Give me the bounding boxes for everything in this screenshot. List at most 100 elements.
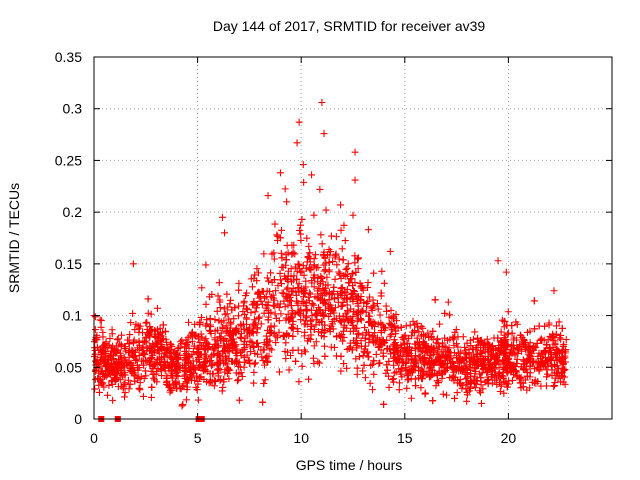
data-point: [377, 327, 385, 335]
x-tick-label: 20: [501, 430, 517, 446]
data-point: [284, 348, 292, 356]
data-point: [234, 312, 242, 320]
data-point: [191, 320, 199, 328]
data-point: [467, 342, 475, 350]
data-point: [169, 372, 177, 380]
data-point: [280, 297, 288, 305]
data-point: [428, 366, 436, 374]
data-point: [299, 161, 307, 169]
y-tick-label: 0.2: [63, 204, 83, 220]
data-point: [99, 379, 107, 387]
data-point: [492, 353, 500, 361]
data-point: [481, 339, 489, 347]
data-point: [553, 350, 561, 358]
data-point: [211, 327, 219, 335]
data-point: [499, 375, 507, 383]
data-point: [203, 339, 211, 347]
data-point: [207, 362, 215, 370]
data-point: [310, 211, 318, 219]
data-point: [220, 375, 228, 383]
data-point: [417, 384, 425, 392]
data-point: [488, 365, 496, 373]
data-point: [448, 358, 456, 366]
data-point: [392, 330, 400, 338]
data-point: [204, 344, 212, 352]
data-point: [92, 357, 100, 365]
data-point: [325, 296, 333, 304]
data-point: [161, 353, 169, 361]
data-point: [250, 360, 258, 368]
data-point: [337, 333, 345, 341]
data-point: [163, 338, 171, 346]
data-point: [369, 386, 377, 394]
data-point: [500, 389, 508, 397]
data-point: [504, 341, 512, 349]
data-point: [150, 374, 158, 382]
data-point: [260, 294, 268, 302]
data-point: [235, 279, 243, 287]
data-point: [202, 300, 210, 308]
data-point: [135, 352, 143, 360]
data-point: [317, 329, 325, 337]
data-point: [500, 378, 508, 386]
data-point: [462, 385, 470, 393]
data-point: [270, 276, 278, 284]
data-point: [494, 334, 502, 342]
data-point: [294, 260, 302, 268]
data-point: [530, 346, 538, 354]
data-point: [307, 335, 315, 343]
data-point: [502, 365, 510, 373]
x-tick-labels: 0 5 10 15 20: [90, 430, 516, 446]
data-point: [237, 369, 245, 377]
data-point: [289, 346, 297, 354]
data-point: [258, 353, 266, 361]
data-point: [124, 336, 132, 344]
data-point: [159, 321, 167, 329]
data-point: [146, 328, 154, 336]
data-point: [227, 320, 235, 328]
data-point: [164, 381, 172, 389]
data-point: [433, 336, 441, 344]
data-point: [462, 346, 470, 354]
data-point: [141, 338, 149, 346]
data-point: [98, 368, 106, 376]
data-point: [219, 323, 227, 331]
data-point: [211, 377, 219, 385]
data-point: [148, 383, 156, 391]
data-point: [452, 340, 460, 348]
data-point: [305, 375, 313, 383]
data-point: [349, 211, 357, 219]
data-point: [210, 350, 218, 358]
data-point: [202, 261, 210, 269]
data-point: [226, 332, 234, 340]
data-point: [240, 345, 248, 353]
data-point: [353, 324, 361, 332]
data-point: [307, 317, 315, 325]
data-point: [399, 335, 407, 343]
data-point: [158, 346, 166, 354]
data-point: [322, 289, 330, 297]
data-point: [400, 344, 408, 352]
data-point: [119, 384, 127, 392]
data-point: [219, 348, 227, 356]
data-point: [115, 358, 123, 366]
data-point: [521, 338, 529, 346]
data-point: [493, 352, 501, 360]
data-point: [211, 344, 219, 352]
data-point: [370, 269, 378, 277]
data-point: [499, 368, 507, 376]
data-point: [310, 261, 318, 269]
data-point: [391, 339, 399, 347]
data-point: [282, 354, 290, 362]
data-point: [353, 311, 361, 319]
data-point: [142, 337, 150, 345]
data-point: [530, 297, 538, 305]
data-point: [286, 296, 294, 304]
data-point: [340, 333, 348, 341]
data-point: [485, 360, 493, 368]
data-point: [469, 346, 477, 354]
data-point: [267, 328, 275, 336]
data-point: [185, 344, 193, 352]
data-point: [337, 302, 345, 310]
data-point: [253, 324, 261, 332]
